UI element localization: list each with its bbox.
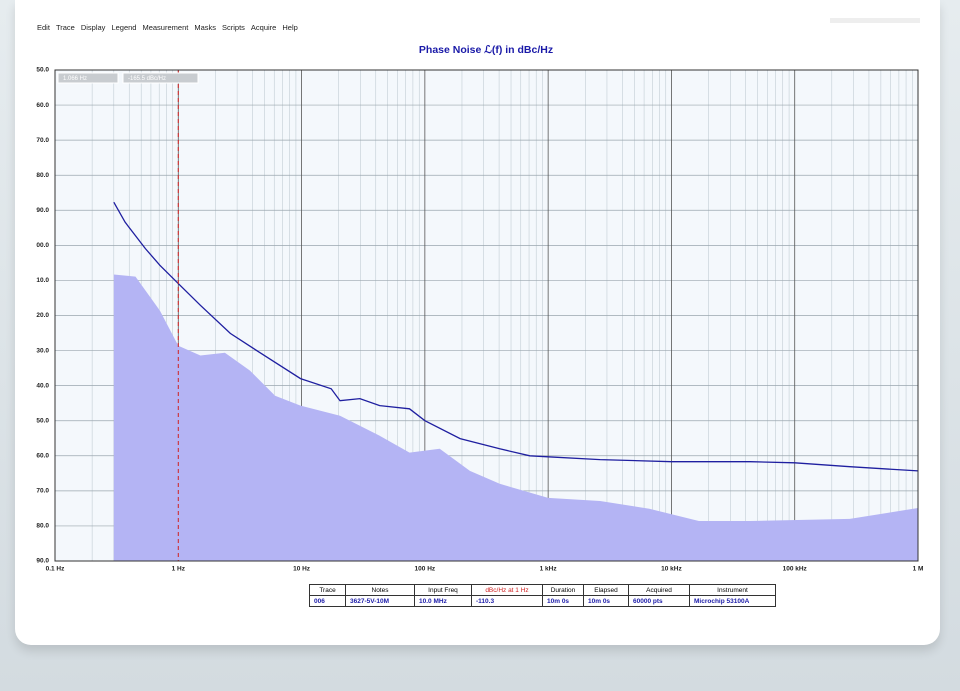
cell: 10.0 MHz	[414, 595, 472, 607]
x-tick-label: 10 Hz	[293, 566, 311, 573]
y-tick-label: 50.0	[36, 67, 49, 74]
y-tick-label: 60.0	[36, 102, 49, 109]
header-cell: Notes	[345, 584, 415, 596]
y-tick-label: 80.0	[36, 172, 49, 179]
cell: 10m 0s	[542, 595, 584, 607]
y-tick-label: 10.0	[36, 277, 49, 284]
chart-title: Phase Noise ℒ(f) in dBc/Hz	[419, 44, 553, 56]
x-tick-label: 1 M	[913, 566, 924, 573]
x-tick-label: 100 Hz	[415, 566, 436, 573]
y-tick-label: 20.0	[36, 312, 49, 319]
y-tick-label: 60.0	[36, 453, 49, 460]
menu-item[interactable]: Edit	[37, 23, 50, 32]
cell: Microchip 53100A	[689, 595, 776, 607]
header-cell: Acquired	[628, 584, 690, 596]
header-cell: Elapsed	[583, 584, 629, 596]
marker-readout-box	[57, 72, 119, 84]
y-tick-label: 90.0	[36, 207, 49, 214]
marker-readout-box	[122, 72, 199, 84]
trace-table: Trace Notes Input Freq dBc/Hz at 1 Hz Durati…	[309, 584, 776, 607]
cell: 006	[309, 595, 346, 607]
y-tick-label: 90.0	[36, 558, 49, 565]
menu-item[interactable]: Measurement	[142, 23, 189, 32]
y-tick-label: 70.0	[36, 488, 49, 495]
table-header: Trace Notes Input Freq dBc/Hz at 1 Hz Durati…	[309, 584, 776, 596]
cell: 10m 0s	[583, 595, 629, 607]
x-tick-label: 10 kHz	[661, 566, 682, 573]
header-cell: dBc/Hz at 1 Hz	[471, 584, 543, 596]
y-tick-label: 40.0	[36, 382, 49, 389]
menu-item[interactable]: Trace	[55, 23, 75, 32]
marker-readout: 1.066 Hz	[63, 76, 87, 82]
cell: 60000 pts	[628, 595, 690, 607]
area	[113, 274, 919, 561]
plot-frame	[54, 69, 919, 562]
header-cell: Trace	[309, 584, 346, 596]
cell: 3627-5V-10M	[345, 595, 415, 607]
x-tick-label: 1 Hz	[172, 566, 186, 573]
y-tick-label: 80.0	[36, 523, 49, 530]
menu-item[interactable]: Acquire	[250, 23, 277, 32]
cell: -110.3	[471, 595, 543, 607]
menu-bar: Edit Trace Display Legend Measurement Masks Sc…	[37, 23, 298, 32]
x-tick-label: 1 kHz	[540, 566, 558, 573]
menu-item[interactable]: Scripts	[222, 23, 245, 32]
x-tick-label: 0.1 Hz	[46, 566, 66, 573]
toolbar-field[interactable]	[830, 18, 920, 23]
menu-item[interactable]: Masks	[194, 23, 216, 32]
menu-item[interactable]: Help	[282, 23, 298, 32]
menu-item[interactable]: Legend	[111, 23, 137, 32]
header-cell: Instrument	[689, 584, 776, 596]
y-tick-label: 70.0	[36, 137, 49, 144]
marker-readout: -165.5 dBc/Hz	[128, 76, 166, 82]
menu-item[interactable]: Display	[80, 23, 106, 32]
header-cell: Duration	[542, 584, 584, 596]
y-tick-label: 50.0	[36, 417, 49, 424]
header-cell: Input Freq	[414, 584, 472, 596]
y-tick-label: 00.0	[36, 242, 49, 249]
x-tick-label: 100 kHz	[783, 566, 808, 573]
y-tick-label: 30.0	[36, 347, 49, 354]
table-row[interactable]: 006 3627-5V-10M 10.0 MHz -110.3 10m 0s 10m 0s…	[309, 595, 776, 607]
